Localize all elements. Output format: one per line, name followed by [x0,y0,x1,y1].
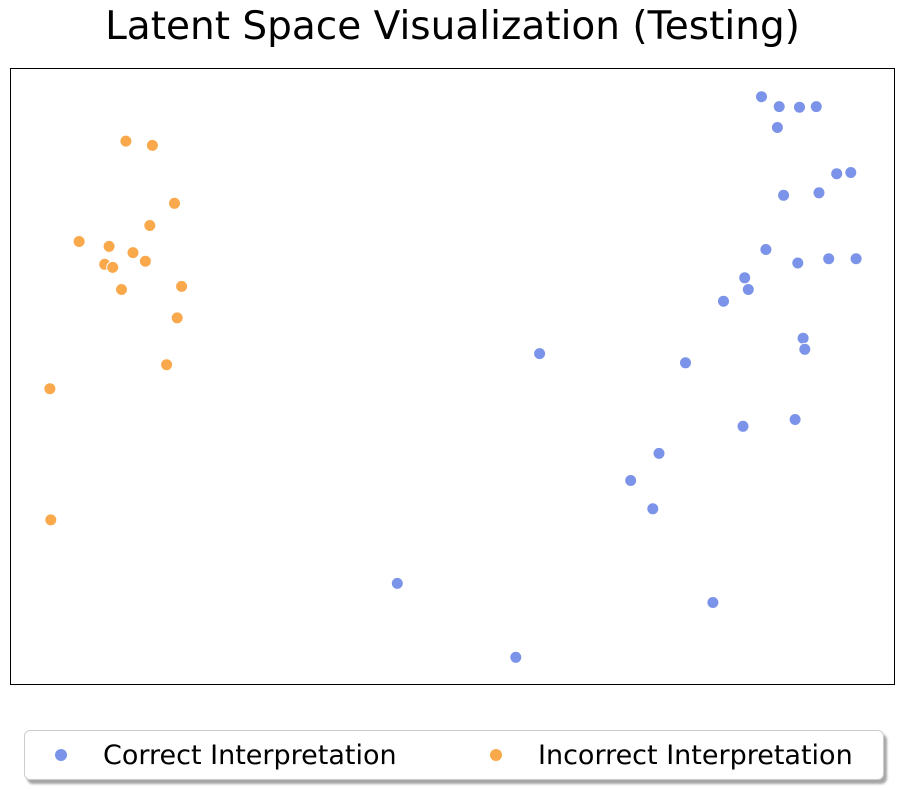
scatter-point-correct [788,413,802,426]
scatter-point-correct [796,331,810,345]
scatter-points [43,90,863,664]
legend-marker-correct [55,749,67,761]
scatter-point-incorrect [44,513,58,527]
scatter-point-correct [390,576,404,590]
scatter-point-correct [738,271,752,285]
scatter-point-correct [849,252,863,266]
scatter-point-correct [706,596,720,609]
scatter-point-incorrect [119,134,133,148]
scatter-point-correct [809,100,823,114]
scatter-point-correct [830,167,844,181]
scatter-point-correct [736,419,750,433]
scatter-point-correct [798,342,812,356]
scatter-point-incorrect [175,279,189,293]
scatter-point-incorrect [106,260,120,274]
scatter-point-correct [717,294,730,308]
scatter-point-incorrect [145,138,159,152]
scatter-point-correct [759,243,773,256]
scatter-point-incorrect [160,358,174,372]
scatter-point-correct [812,186,826,200]
scatter-point-correct [652,446,666,460]
scatter-point-correct [772,100,786,114]
scatter-point-correct [741,283,755,296]
scatter-point-correct [679,356,692,370]
scatter-point-incorrect [43,382,57,396]
scatter-point-correct [844,166,858,179]
scatter-point-incorrect [138,254,152,268]
scatter-point-incorrect [168,196,181,210]
scatter-point-correct [509,650,523,664]
scatter-point-incorrect [170,311,184,325]
scatter-point-correct [533,347,547,361]
scatter-point-correct [770,121,784,134]
scatter-point-correct [793,100,806,114]
scatter-point-incorrect [72,235,86,248]
scatter-point-incorrect [126,246,140,260]
scatter-point-incorrect [143,219,157,232]
legend: Correct Interpretation Incorrect Interpr… [24,730,884,780]
scatter-point-correct [624,474,638,487]
scatter-point-correct [822,252,836,266]
scatter-point-incorrect [102,239,116,253]
legend-item-incorrect: Incorrect Interpretation [490,731,853,779]
chart-title: Latent Space Visualization (Testing) [105,4,800,49]
scatter-point-correct [791,256,805,270]
legend-label-correct: Correct Interpretation [103,739,397,771]
scatter-point-incorrect [115,283,128,296]
legend-item-correct: Correct Interpretation [55,731,397,779]
scatter-point-correct [777,188,791,202]
plot-area-frame [10,68,895,685]
legend-label-incorrect: Incorrect Interpretation [538,739,853,771]
scatter-point-correct [646,502,660,516]
legend-marker-incorrect [490,749,502,761]
scatter-point-correct [755,90,768,104]
